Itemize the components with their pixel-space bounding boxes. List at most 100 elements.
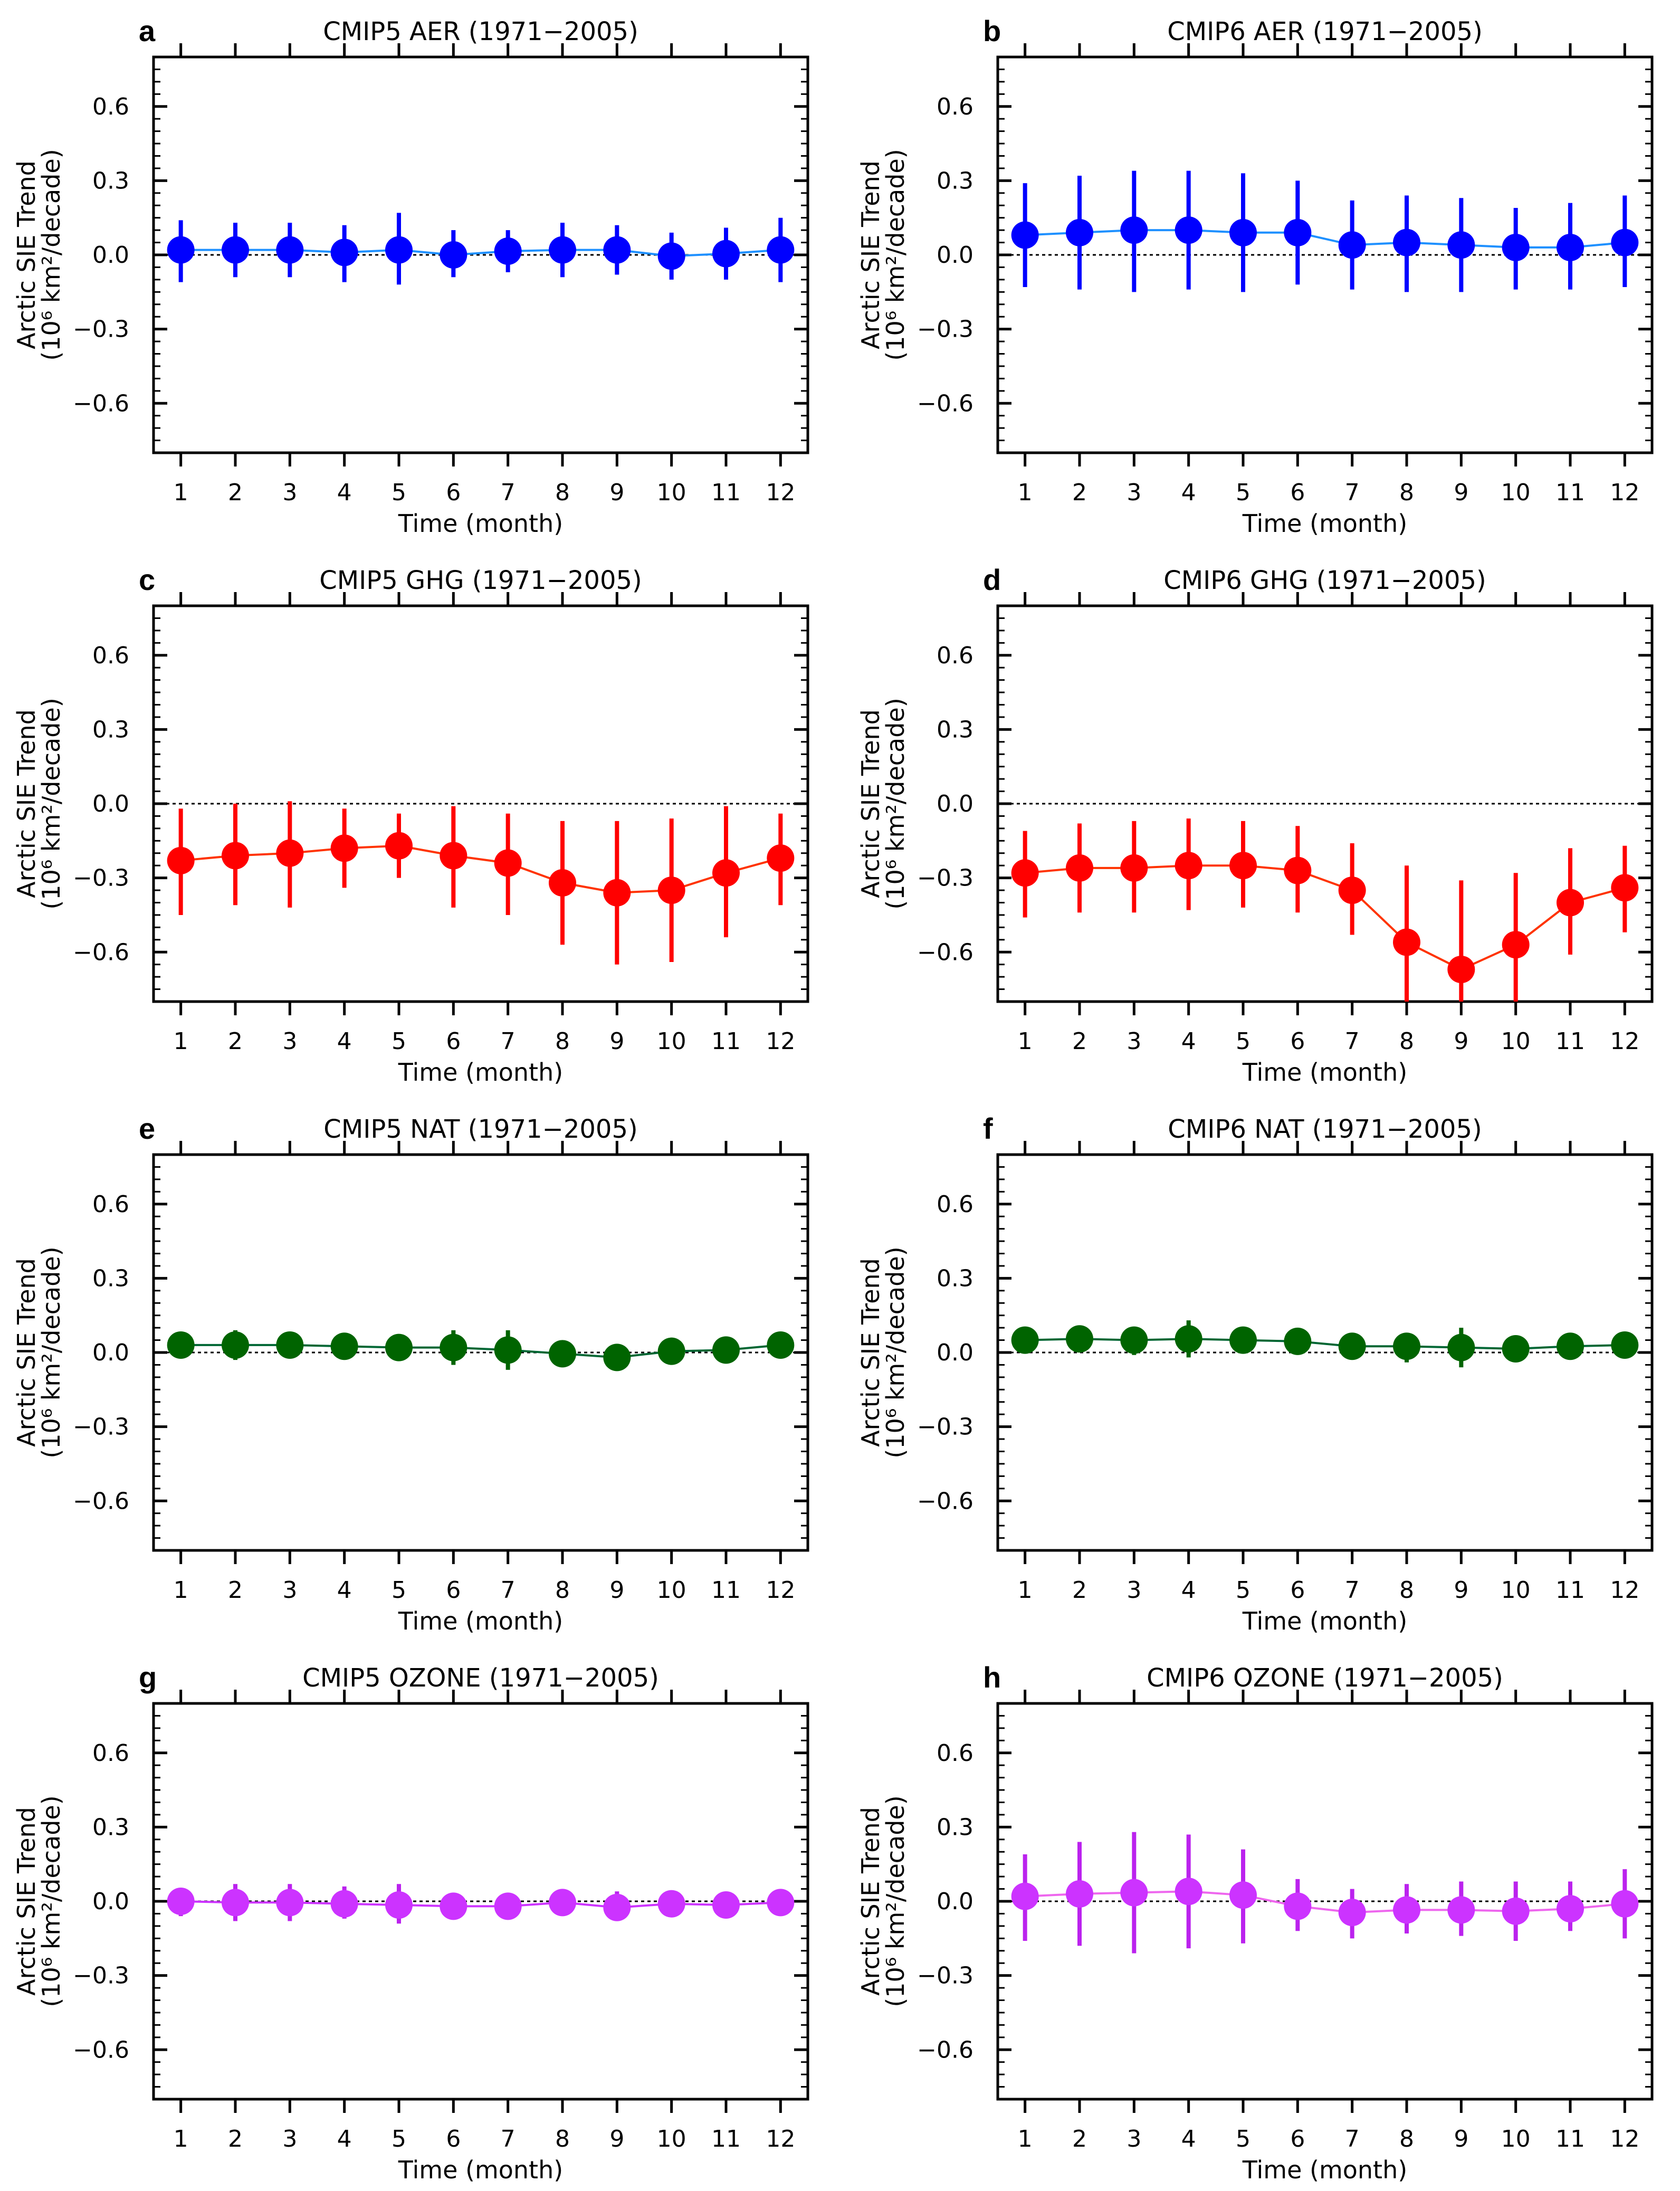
x-tick-label: 10 bbox=[657, 1577, 686, 1604]
data-point bbox=[1120, 854, 1148, 882]
x-tick-label: 12 bbox=[766, 2126, 795, 2152]
data-point bbox=[222, 1331, 249, 1359]
x-tick-label: 1 bbox=[174, 2126, 188, 2152]
panel-e: e CMIP5 NAT (1971−2005) −0.6 −0.3 0.0 0.3 0.6 1… bbox=[12, 1112, 809, 1635]
y-tick-label: 0.3 bbox=[92, 716, 129, 743]
data-point bbox=[767, 844, 795, 872]
data-point bbox=[276, 1331, 304, 1359]
panel-title: CMIP5 GHG (1971−2005) bbox=[319, 566, 642, 595]
y-tick-label: 0.6 bbox=[92, 642, 129, 669]
data-point bbox=[1284, 218, 1312, 246]
data-point bbox=[385, 236, 413, 264]
x-tick-label: 7 bbox=[1345, 2126, 1360, 2152]
x-tick-label: 2 bbox=[228, 2126, 243, 2152]
x-tick-label: 9 bbox=[1454, 1028, 1468, 1055]
series-f bbox=[1011, 1320, 1639, 1368]
x-tick-label: 9 bbox=[609, 2126, 624, 2152]
series-g bbox=[167, 1884, 795, 1924]
x-tick-label: 2 bbox=[228, 1577, 243, 1604]
y-tick-label: −0.3 bbox=[917, 1963, 973, 1989]
data-point bbox=[1011, 1882, 1039, 1910]
y-tick-label: −0.6 bbox=[73, 2036, 129, 2063]
x-tick-label: 9 bbox=[609, 1028, 624, 1055]
data-point bbox=[549, 236, 576, 264]
x-tick-label: 12 bbox=[766, 1577, 795, 1604]
y-tick-label: 0.3 bbox=[937, 716, 973, 743]
data-point bbox=[712, 859, 740, 887]
x-tick-label: 4 bbox=[1181, 1577, 1196, 1604]
x-tick-label: 9 bbox=[1454, 1577, 1468, 1604]
y-tick-label: −0.6 bbox=[73, 939, 129, 966]
data-point bbox=[603, 1344, 631, 1371]
data-point bbox=[603, 1893, 631, 1921]
x-tick-label: 3 bbox=[1127, 1028, 1141, 1055]
x-tick-label: 6 bbox=[1290, 479, 1305, 506]
data-point bbox=[276, 1889, 304, 1917]
data-point bbox=[385, 832, 413, 860]
data-point bbox=[657, 1337, 685, 1365]
y-axis-label-line1: Arctic SIE Trend bbox=[856, 709, 885, 898]
y-tick-label: −0.6 bbox=[73, 1488, 129, 1514]
y-tick-label: 0.0 bbox=[937, 1888, 973, 1915]
data-point bbox=[767, 1331, 795, 1359]
y-tick-label: −0.3 bbox=[73, 1414, 129, 1441]
x-tick-label: 9 bbox=[1454, 479, 1468, 506]
x-tick-label: 6 bbox=[1290, 1028, 1305, 1055]
data-point bbox=[1447, 956, 1475, 984]
y-axis-label-line2: (10⁶ km²/decade) bbox=[37, 1795, 65, 2007]
data-point bbox=[1011, 221, 1039, 249]
x-tick-label: 3 bbox=[1127, 1577, 1141, 1604]
x-tick-label: 7 bbox=[501, 1028, 516, 1055]
data-point bbox=[385, 1333, 413, 1361]
x-tick-label: 2 bbox=[1072, 1577, 1087, 1604]
data-point bbox=[767, 236, 795, 264]
series-h bbox=[1011, 1832, 1639, 1954]
y-tick-label: 0.0 bbox=[937, 1339, 973, 1366]
y-tick-label: 0.3 bbox=[92, 167, 129, 194]
data-point bbox=[222, 842, 249, 870]
x-tick-label: 5 bbox=[392, 479, 406, 506]
y-tick-label: −0.6 bbox=[917, 939, 973, 966]
y-tick-label: 0.3 bbox=[937, 167, 973, 194]
x-tick-label: 2 bbox=[228, 479, 243, 506]
data-point bbox=[1066, 218, 1093, 246]
x-tick-label: 1 bbox=[1018, 1577, 1033, 1604]
panel-a: a CMIP5 AER (1971−2005) −0.6 −0.3 0.0 0.3 0.6 1… bbox=[12, 14, 809, 538]
x-tick-label: 7 bbox=[1345, 1028, 1360, 1055]
x-tick-label: 9 bbox=[609, 1577, 624, 1604]
data-point bbox=[1557, 1332, 1584, 1360]
y-tick-label: −0.6 bbox=[917, 2036, 973, 2063]
data-point bbox=[494, 1892, 522, 1920]
data-point bbox=[1120, 1326, 1148, 1354]
data-point bbox=[1447, 231, 1475, 259]
data-point bbox=[1557, 1895, 1584, 1923]
y-axis-label-line2: (10⁶ km²/decade) bbox=[37, 1246, 65, 1458]
x-tick-label: 12 bbox=[1610, 1028, 1639, 1055]
panel-title: CMIP6 AER (1971−2005) bbox=[1167, 17, 1483, 46]
x-tick-label: 11 bbox=[1555, 2126, 1585, 2152]
panel-b: b CMIP6 AER (1971−2005) −0.6 −0.3 0.0 0.3 0.6 1… bbox=[856, 14, 1654, 538]
y-axis-label-line1: Arctic SIE Trend bbox=[856, 1258, 885, 1447]
data-point bbox=[1175, 216, 1202, 244]
data-point bbox=[440, 842, 467, 870]
x-tick-label: 6 bbox=[446, 479, 461, 506]
data-point bbox=[657, 1890, 685, 1918]
y-tick-label: 0.3 bbox=[92, 1265, 129, 1292]
x-tick-label: 7 bbox=[1345, 1577, 1360, 1604]
data-point bbox=[549, 869, 576, 897]
x-tick-label: 6 bbox=[446, 1577, 461, 1604]
y-axis-label-line1: Arctic SIE Trend bbox=[12, 709, 41, 898]
data-point bbox=[167, 846, 195, 874]
panel-letter: c bbox=[139, 563, 155, 596]
panel-title: CMIP5 NAT (1971−2005) bbox=[323, 1114, 637, 1144]
series-line bbox=[180, 844, 781, 894]
y-tick-label: 0.0 bbox=[937, 790, 973, 817]
x-tick-label: 8 bbox=[555, 2126, 570, 2152]
data-point bbox=[1393, 1332, 1420, 1360]
x-tick-label: 5 bbox=[392, 2126, 406, 2152]
y-tick-label: 0.6 bbox=[937, 642, 973, 669]
y-tick-label: −0.6 bbox=[73, 390, 129, 417]
panel-title: CMIP6 NAT (1971−2005) bbox=[1168, 1114, 1482, 1144]
data-point bbox=[712, 1891, 740, 1919]
panel-letter: f bbox=[983, 1112, 993, 1145]
